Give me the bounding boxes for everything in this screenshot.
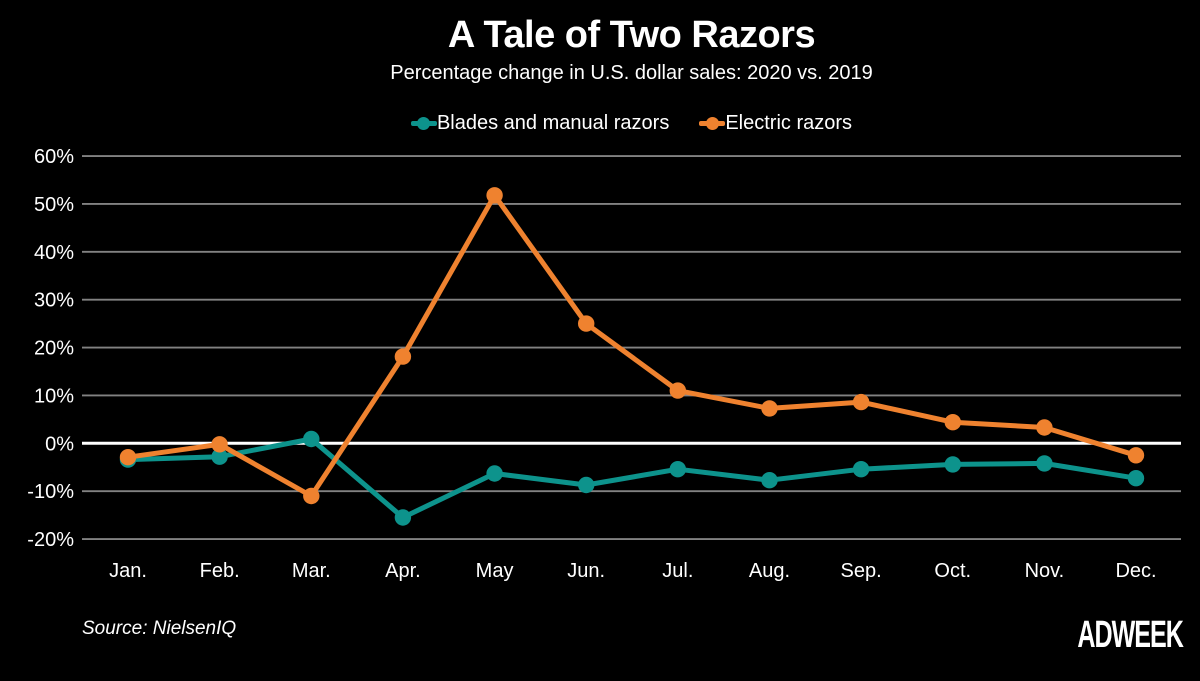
data-point <box>761 472 778 489</box>
data-point <box>119 449 137 466</box>
legend: Blades and manual razors Electric razors <box>82 112 1181 135</box>
data-point <box>394 509 412 526</box>
series-line <box>125 192 1139 499</box>
data-point <box>211 436 228 453</box>
x-tick-label: Jul. <box>662 560 693 582</box>
y-tick-label: 40% <box>34 242 74 264</box>
adweek-logo: ADWEEK <box>1077 614 1184 656</box>
data-point <box>761 400 778 417</box>
x-tick-label: Apr. <box>385 560 421 582</box>
data-point <box>669 461 686 478</box>
legend-item-electric: Electric razors <box>699 112 852 135</box>
x-tick-label: Feb. <box>200 560 240 582</box>
y-tick-label: -20% <box>27 529 74 551</box>
x-tick-label: May <box>476 560 514 582</box>
x-tick-label: Mar. <box>292 560 331 582</box>
x-tick-label: Oct. <box>934 560 971 582</box>
y-tick-label: 60% <box>34 146 74 168</box>
x-tick-label: Sep. <box>841 560 882 582</box>
data-point <box>486 187 503 204</box>
data-point <box>1036 419 1053 436</box>
data-point <box>1127 447 1145 464</box>
data-point <box>578 476 595 494</box>
data-point <box>852 393 870 411</box>
source-note: Source: NielsenIQ <box>82 618 237 639</box>
chart-subtitle: Percentage change in U.S. dollar sales: … <box>390 62 873 84</box>
data-point <box>852 461 870 478</box>
data-point <box>211 448 228 465</box>
legend-label-electric: Electric razors <box>725 112 853 134</box>
y-tick-label: 20% <box>34 338 74 360</box>
data-point <box>303 430 320 448</box>
x-tick-label: Aug. <box>749 560 790 582</box>
x-tick-label: Dec. <box>1115 560 1156 582</box>
y-tick-label: 50% <box>34 194 74 216</box>
data-point <box>944 456 961 473</box>
data-point <box>669 382 686 399</box>
y-tick-label: 0% <box>45 433 74 455</box>
data-point <box>944 414 961 431</box>
x-tick-label: Nov. <box>1025 560 1065 582</box>
y-tick-label: -10% <box>27 481 74 503</box>
data-point <box>303 487 320 505</box>
x-tick-label: Jun. <box>567 560 605 582</box>
legend-label-blades: Blades and manual razors <box>436 112 670 134</box>
y-tick-label: 10% <box>34 385 74 407</box>
legend-item-blades: Blades and manual razors <box>410 112 670 135</box>
chart-title: A Tale of Two Razors <box>447 14 816 56</box>
x-tick-label: Jan. <box>109 560 147 582</box>
data-point <box>394 348 412 365</box>
data-point <box>486 465 503 482</box>
legend-marker-teal-icon <box>410 117 437 130</box>
legend-marker-orange-icon <box>699 117 726 130</box>
series-line <box>125 436 1139 520</box>
data-point <box>1036 455 1053 472</box>
data-point <box>578 315 595 332</box>
data-point <box>1127 470 1145 487</box>
y-tick-label: 30% <box>34 290 74 312</box>
